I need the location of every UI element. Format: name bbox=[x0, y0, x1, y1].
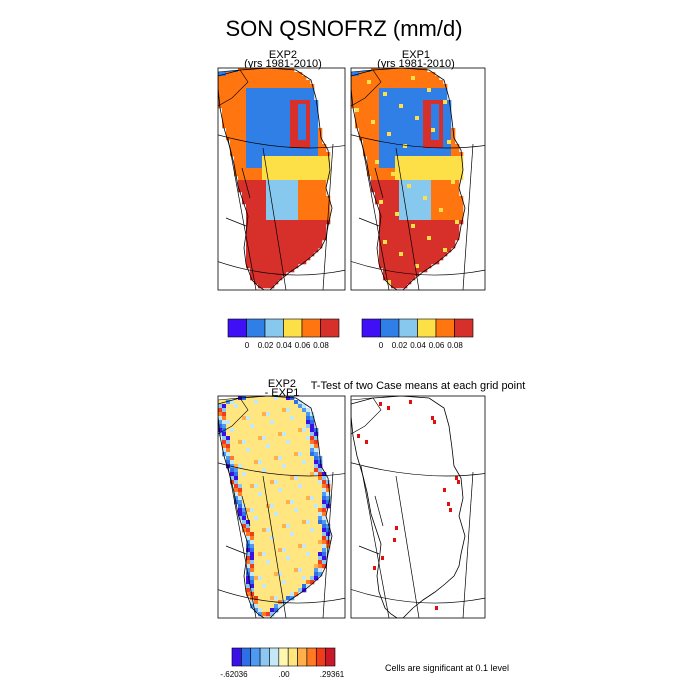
colorbar-swatch bbox=[269, 647, 280, 667]
colorbar-tick-label: 0 bbox=[379, 341, 384, 350]
snow-freeze-field-exp2 bbox=[218, 68, 331, 289]
colorbar-swatch bbox=[287, 647, 298, 667]
colorbar-tick-label: 0.08 bbox=[313, 341, 329, 350]
colorbar-tick-label: 0.06 bbox=[429, 341, 445, 350]
colorbar-swatch bbox=[227, 318, 247, 338]
map-frame-exp2 bbox=[217, 67, 346, 291]
map-graticule-exp2 bbox=[218, 68, 345, 290]
colorbar-swatch bbox=[454, 318, 474, 338]
significance-note: Cells are significant at 0.1 level bbox=[385, 663, 509, 673]
colorbar-tick-label: 0.06 bbox=[295, 341, 311, 350]
colorbar-difference: -.62036 .00 .29361 bbox=[220, 647, 345, 679]
panel-exp1-subtitle: (yrs 1981-2010) bbox=[377, 58, 455, 70]
colorbar-swatch bbox=[241, 647, 252, 667]
colorbar-swatch bbox=[259, 647, 270, 667]
colorbar-tick-label: 0.04 bbox=[276, 341, 292, 350]
map-frame-difference bbox=[217, 395, 346, 619]
colorbar-tick-label: 0 bbox=[245, 341, 250, 350]
colorbar-tick-label: 0.02 bbox=[258, 341, 274, 350]
panel-exp2-title: EXP2 bbox=[269, 49, 297, 61]
colorbar-swatch bbox=[325, 647, 336, 667]
significant-cells bbox=[357, 400, 460, 610]
colorbar-exp1: 0 0.02 0.04 0.06 0.08 bbox=[361, 318, 474, 350]
colorbar-swatch bbox=[250, 647, 261, 667]
panel-exp2-subtitle: (yrs 1981-2010) bbox=[244, 58, 322, 70]
colorbar-tick-label: 0.08 bbox=[447, 341, 463, 350]
map-graticule-ttest bbox=[351, 396, 485, 618]
colorbar-swatch bbox=[278, 647, 289, 667]
colorbar-swatch bbox=[264, 318, 284, 338]
colorbar-swatch bbox=[417, 318, 437, 338]
panel-diff-title: EXP2 bbox=[268, 378, 296, 390]
colorbar-tick-label: 0.02 bbox=[392, 341, 408, 350]
colorbar-tick-label: 0.04 bbox=[410, 341, 426, 350]
colorbar-swatch bbox=[301, 318, 321, 338]
map-graticule-exp1 bbox=[351, 68, 485, 290]
colorbar-swatch bbox=[297, 647, 308, 667]
colorbar-swatch bbox=[283, 318, 303, 338]
colorbar-tick-label: -.62036 bbox=[220, 670, 248, 679]
colorbar-swatch bbox=[320, 318, 340, 338]
difference-field bbox=[218, 396, 331, 617]
map-frame-exp1 bbox=[350, 67, 486, 291]
map-panel-exp2 bbox=[218, 68, 345, 290]
map-panel-difference bbox=[218, 396, 345, 618]
map-panel-ttest bbox=[351, 396, 485, 618]
map-frame-ttest bbox=[350, 395, 486, 619]
colorbar-exp2: 0 0.02 0.04 0.06 0.08 bbox=[227, 318, 340, 350]
colorbar-swatch bbox=[380, 318, 400, 338]
colorbar-tick-label: .29361 bbox=[320, 670, 345, 679]
panel-exp1-title: EXP1 bbox=[402, 49, 430, 61]
colorbar-swatch bbox=[306, 647, 317, 667]
colorbar-swatch bbox=[246, 318, 266, 338]
colorbar-tick-label: .00 bbox=[278, 670, 290, 679]
snow-freeze-field-exp1 bbox=[351, 68, 464, 289]
panel-ttest-title: T-Test of two Case means at each grid po… bbox=[311, 380, 526, 392]
colorbar-swatch bbox=[398, 318, 418, 338]
figure-title: SON QSNOFRZ (mm/d) bbox=[225, 16, 462, 41]
colorbar-swatch bbox=[435, 318, 455, 338]
colorbar-swatch bbox=[315, 647, 326, 667]
colorbar-swatch bbox=[231, 647, 242, 667]
colorbar-swatch bbox=[361, 318, 381, 338]
map-panel-exp1 bbox=[351, 68, 485, 290]
map-graticule-difference bbox=[218, 396, 345, 618]
